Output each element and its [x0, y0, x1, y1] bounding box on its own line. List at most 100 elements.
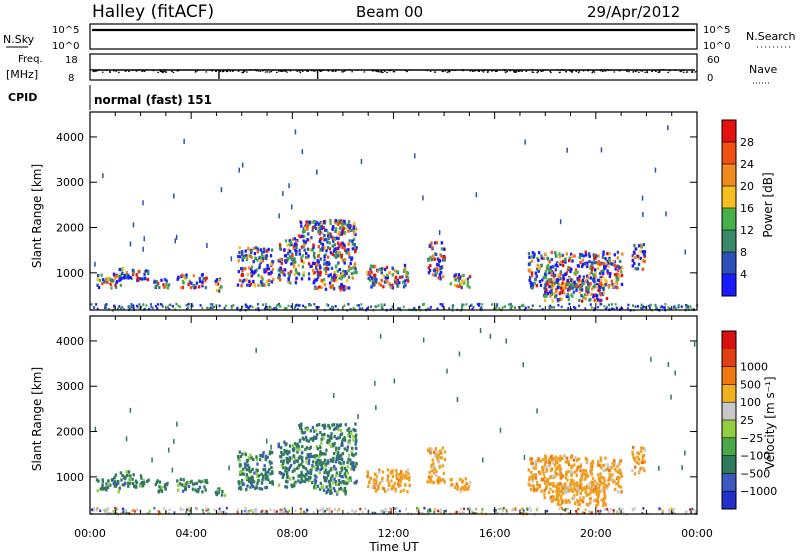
data-cell [306, 469, 309, 473]
data-cell [119, 283, 123, 287]
data-cell [351, 276, 354, 280]
data-cell [314, 479, 318, 483]
ground-cell [642, 305, 645, 309]
data-cell [405, 474, 408, 478]
data-cell [435, 266, 438, 270]
data-cell [346, 445, 350, 449]
data-cell [259, 261, 263, 265]
data-cell [430, 475, 433, 479]
data-cell [333, 427, 336, 431]
data-cell [242, 482, 245, 486]
freq-dot [118, 71, 120, 73]
data-cell [353, 231, 356, 235]
data-cell [261, 478, 264, 482]
data-cell [569, 470, 573, 474]
ground-cell [313, 303, 316, 306]
data-cell [266, 455, 269, 459]
data-cell [165, 282, 168, 287]
speckle-cell [269, 460, 271, 466]
ground-cell [610, 303, 613, 306]
data-cell [597, 494, 600, 498]
ground-cell [273, 508, 276, 512]
ground-cell [299, 507, 302, 511]
freq-dot [313, 70, 315, 72]
ground-cell [427, 509, 430, 512]
data-cell [616, 465, 619, 469]
data-cell [602, 250, 605, 254]
ground-cell [264, 510, 267, 513]
data-cell [553, 295, 557, 299]
data-cell [531, 465, 534, 469]
data-cell [602, 271, 605, 275]
data-cell [560, 494, 563, 498]
data-cell [557, 499, 560, 503]
data-cell [621, 252, 624, 256]
data-cell [323, 423, 326, 427]
freq-dot [632, 70, 635, 73]
colorbar-swatch [722, 252, 736, 275]
data-cell [347, 229, 350, 233]
data-cell [341, 242, 345, 246]
data-cell [344, 490, 348, 494]
freq-dot [351, 71, 353, 73]
ground-cell [459, 512, 462, 515]
data-cell [588, 254, 591, 258]
data-cell [308, 277, 311, 281]
data-cell [218, 278, 221, 283]
data-cell [440, 254, 443, 258]
data-cell [552, 484, 555, 488]
data-cell [579, 498, 582, 502]
data-cell [429, 255, 432, 259]
data-cell [250, 265, 254, 269]
data-cell [560, 287, 563, 291]
data-cell [336, 222, 340, 226]
data-cell [386, 477, 389, 481]
data-cell [309, 471, 313, 475]
data-cell [561, 253, 564, 257]
data-cell [529, 487, 533, 492]
data-cell [438, 480, 441, 484]
data-cell [157, 490, 160, 494]
ground-cell [279, 508, 281, 511]
ground-cell [317, 306, 320, 309]
data-cell [541, 278, 544, 282]
data-cell [298, 447, 301, 451]
ground-cell [218, 507, 221, 511]
data-cell [564, 491, 568, 495]
data-cell [609, 271, 612, 276]
data-cell [402, 285, 406, 289]
data-cell [633, 456, 637, 460]
data-cell [558, 464, 561, 468]
data-cell [293, 272, 297, 276]
ground-cell [225, 506, 228, 510]
data-cell [307, 272, 311, 276]
data-cell [602, 469, 605, 473]
data-cell [575, 288, 578, 292]
data-cell [602, 481, 605, 486]
time-axis-labels: 00:00 04:00 08:00 12:00 16:00 20:00 00:00 [74, 527, 713, 540]
data-cell [534, 463, 538, 467]
data-cell [332, 239, 335, 243]
speckle-cell [301, 149, 304, 155]
ground-cell [402, 305, 405, 309]
ground-cell [614, 303, 617, 306]
data-cell [427, 475, 431, 479]
data-cell [249, 469, 252, 473]
data-cell [567, 295, 570, 299]
ground-cell [491, 303, 494, 306]
data-cell [119, 273, 122, 277]
data-cell [271, 260, 274, 264]
ground-cell [309, 303, 312, 307]
data-cell [97, 285, 101, 290]
ground-cell [358, 307, 361, 310]
freq-dot [162, 71, 164, 74]
data-cell [311, 438, 315, 442]
data-cell [619, 476, 622, 480]
data-cell [343, 489, 346, 493]
data-cell [354, 422, 357, 426]
freq-dot [513, 71, 516, 73]
data-cell [283, 268, 287, 272]
data-cell [354, 233, 357, 237]
freq-series-dots [90, 69, 698, 79]
freq-dot [319, 70, 322, 72]
